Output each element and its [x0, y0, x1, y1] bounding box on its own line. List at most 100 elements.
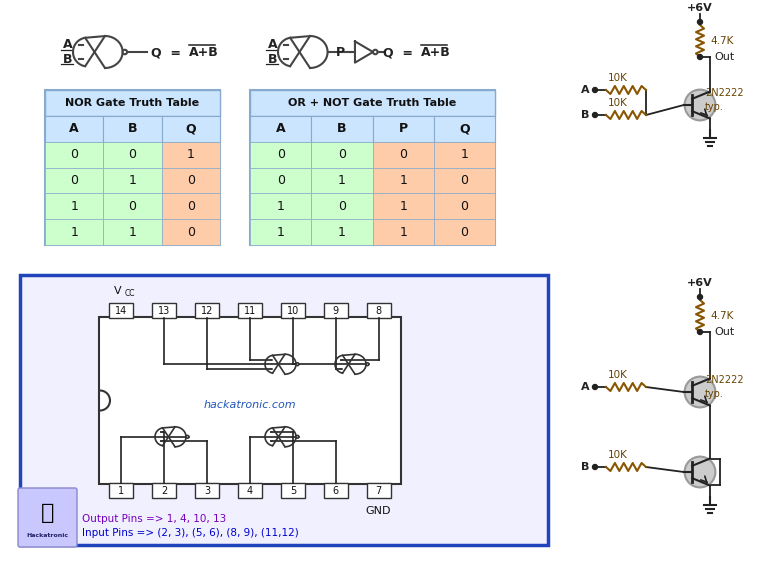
Text: 10K: 10K: [608, 450, 628, 460]
Text: 1: 1: [187, 148, 195, 161]
Text: 0: 0: [128, 148, 137, 161]
Circle shape: [592, 113, 598, 118]
FancyBboxPatch shape: [162, 116, 220, 142]
FancyBboxPatch shape: [104, 219, 162, 245]
Circle shape: [697, 329, 703, 334]
Text: 0: 0: [460, 174, 468, 187]
Text: 2N2222: 2N2222: [705, 88, 743, 98]
Text: 7: 7: [376, 485, 382, 495]
FancyBboxPatch shape: [311, 116, 372, 142]
Circle shape: [296, 435, 299, 438]
FancyBboxPatch shape: [45, 90, 220, 245]
FancyBboxPatch shape: [162, 168, 220, 193]
FancyBboxPatch shape: [250, 116, 311, 142]
Text: 13: 13: [158, 306, 170, 315]
FancyBboxPatch shape: [109, 483, 134, 498]
Text: 0: 0: [460, 200, 468, 213]
Text: typ.: typ.: [705, 389, 724, 399]
Text: A+B: A+B: [421, 47, 450, 60]
Text: A: A: [581, 382, 589, 392]
Text: A: A: [62, 38, 72, 51]
FancyBboxPatch shape: [324, 483, 348, 498]
Ellipse shape: [684, 90, 716, 120]
Text: 3: 3: [204, 485, 210, 495]
FancyBboxPatch shape: [281, 303, 305, 318]
Text: 0: 0: [187, 200, 195, 213]
FancyBboxPatch shape: [162, 142, 220, 168]
FancyBboxPatch shape: [311, 142, 372, 168]
FancyBboxPatch shape: [250, 168, 311, 193]
FancyBboxPatch shape: [311, 219, 372, 245]
Text: 0: 0: [128, 200, 137, 213]
Polygon shape: [265, 354, 296, 374]
Text: A+B: A+B: [189, 47, 219, 60]
Polygon shape: [155, 427, 186, 447]
Text: 1: 1: [70, 200, 78, 213]
FancyBboxPatch shape: [366, 303, 391, 318]
Text: 1: 1: [461, 148, 468, 161]
Text: Hackatronic: Hackatronic: [26, 533, 68, 538]
Text: 1: 1: [128, 174, 137, 187]
Polygon shape: [73, 36, 123, 68]
Circle shape: [697, 55, 703, 60]
FancyBboxPatch shape: [372, 116, 434, 142]
Text: CC: CC: [124, 288, 135, 297]
Polygon shape: [278, 36, 328, 68]
Text: 4.7K: 4.7K: [710, 36, 733, 46]
FancyBboxPatch shape: [195, 303, 219, 318]
FancyBboxPatch shape: [434, 219, 495, 245]
Text: 0: 0: [276, 174, 285, 187]
Text: 2N2222: 2N2222: [705, 375, 743, 385]
FancyBboxPatch shape: [109, 303, 134, 318]
FancyBboxPatch shape: [311, 168, 372, 193]
Text: Output Pins => 1, 4, 10, 13: Output Pins => 1, 4, 10, 13: [82, 514, 227, 524]
Text: GND: GND: [366, 506, 392, 516]
Text: 6: 6: [333, 485, 339, 495]
Text: 1: 1: [399, 226, 407, 239]
Circle shape: [123, 50, 127, 54]
Text: 10K: 10K: [608, 73, 628, 83]
Text: 4: 4: [247, 485, 253, 495]
FancyBboxPatch shape: [372, 142, 434, 168]
Ellipse shape: [684, 377, 716, 408]
FancyBboxPatch shape: [372, 168, 434, 193]
FancyBboxPatch shape: [162, 219, 220, 245]
Text: 0: 0: [338, 200, 346, 213]
Circle shape: [697, 294, 703, 300]
Text: 10K: 10K: [608, 370, 628, 380]
FancyBboxPatch shape: [250, 219, 311, 245]
Text: 1: 1: [338, 226, 346, 239]
FancyBboxPatch shape: [250, 90, 495, 245]
Text: Q  =: Q =: [151, 47, 190, 60]
Text: B: B: [581, 110, 589, 120]
FancyBboxPatch shape: [434, 116, 495, 142]
Text: 0: 0: [399, 148, 407, 161]
Text: 0: 0: [187, 226, 195, 239]
FancyBboxPatch shape: [250, 90, 495, 116]
Text: 1: 1: [118, 485, 124, 495]
Text: A: A: [581, 85, 589, 95]
Text: Out: Out: [714, 52, 734, 62]
FancyBboxPatch shape: [45, 90, 220, 116]
Circle shape: [697, 20, 703, 25]
Text: OR + NOT Gate Truth Table: OR + NOT Gate Truth Table: [288, 98, 457, 108]
Text: +6V: +6V: [687, 278, 713, 288]
Text: 0: 0: [70, 148, 78, 161]
Text: 8: 8: [376, 306, 382, 315]
Text: A: A: [69, 122, 79, 135]
FancyBboxPatch shape: [45, 142, 104, 168]
Text: 14: 14: [115, 306, 127, 315]
Text: 🤖: 🤖: [41, 503, 55, 523]
Circle shape: [366, 363, 369, 365]
Text: 0: 0: [338, 148, 346, 161]
FancyBboxPatch shape: [238, 483, 262, 498]
Text: hackatronic.com: hackatronic.com: [204, 400, 296, 410]
Text: B: B: [127, 122, 137, 135]
Circle shape: [592, 385, 598, 390]
FancyBboxPatch shape: [238, 303, 262, 318]
Text: A: A: [267, 38, 277, 51]
FancyBboxPatch shape: [152, 303, 177, 318]
Text: 1: 1: [399, 200, 407, 213]
FancyBboxPatch shape: [18, 488, 77, 547]
Circle shape: [186, 435, 189, 438]
